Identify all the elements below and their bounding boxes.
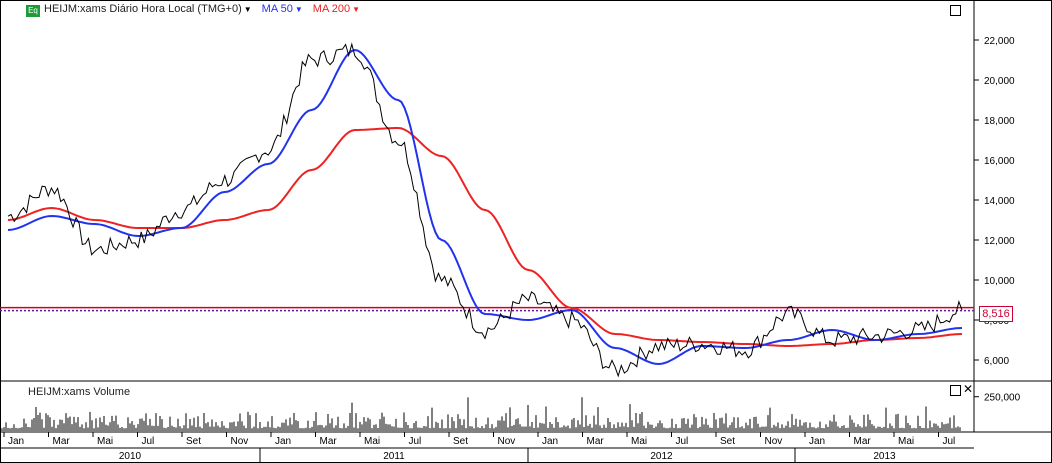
volume-panel-maximize-icon[interactable] — [950, 385, 961, 396]
ma200-series-line — [7, 127, 963, 347]
x-tick-label: Nov — [231, 436, 249, 447]
volume-label: HEIJM:xams Volume — [28, 386, 131, 398]
x-tick-label: Nov — [498, 436, 516, 447]
year-label: 2012 — [650, 451, 673, 462]
price-panel-maximize-icon[interactable] — [950, 5, 961, 16]
year-label: 2011 — [383, 451, 405, 462]
x-tick-label: Mar — [320, 436, 338, 447]
volume-y-tick-label: 250,000 — [984, 393, 1021, 404]
x-tick-label: Mar — [53, 436, 71, 447]
y-tick-label: 10,000 — [984, 276, 1015, 287]
y-tick-label: 18,000 — [984, 116, 1015, 127]
x-tick-label: Set — [453, 436, 468, 447]
ma50-label[interactable]: MA 50 — [261, 3, 293, 15]
y-tick-label: 16,000 — [984, 156, 1015, 167]
x-tick-label: Mar — [854, 436, 872, 447]
last-price-badge: 8,516 — [979, 306, 1013, 322]
ma50-series-line — [7, 48, 963, 366]
x-tick-label: Set — [186, 436, 201, 447]
x-tick-label: Jul — [943, 436, 956, 447]
y-tick-label: 14,000 — [984, 196, 1015, 207]
y-tick-label: 22,000 — [984, 36, 1015, 47]
x-tick-label: Mai — [364, 436, 380, 447]
equity-badge-icon: Eq — [26, 5, 40, 17]
price-series-line — [7, 42, 963, 378]
x-tick-label: Mai — [898, 436, 914, 447]
x-tick-label: Nov — [765, 436, 783, 447]
x-tick-label: Mai — [97, 436, 113, 447]
x-tick-label: Mai — [631, 436, 647, 447]
year-label: 2010 — [119, 451, 142, 462]
x-tick-label: Jul — [142, 436, 155, 447]
volume-panel-close-icon[interactable]: ✕ — [963, 382, 974, 396]
x-tick-label: Jul — [676, 436, 689, 447]
year-label: 2013 — [873, 451, 896, 462]
ma200-label[interactable]: MA 200 — [312, 3, 351, 15]
ticker-label[interactable]: HEIJM:xams Diário Hora Local (TMG+0) — [44, 3, 242, 15]
y-tick-label: 20,000 — [984, 76, 1015, 87]
x-tick-label: Mar — [587, 436, 605, 447]
y-tick-label: 12,000 — [984, 236, 1015, 247]
x-tick-label: Jan — [809, 436, 825, 447]
x-tick-label: Jan — [542, 436, 558, 447]
x-tick-label: Jul — [409, 436, 422, 447]
y-tick-label: 6,000 — [984, 356, 1009, 367]
x-tick-label: Jan — [8, 436, 24, 447]
x-tick-label: Jan — [275, 436, 291, 447]
x-tick-label: Set — [720, 436, 735, 447]
